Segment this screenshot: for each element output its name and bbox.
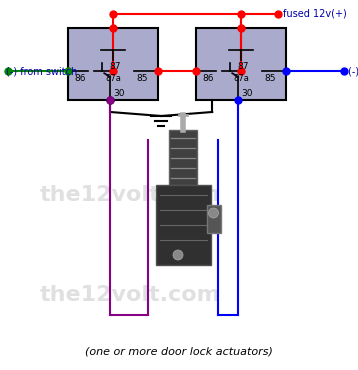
- Circle shape: [208, 208, 218, 218]
- Text: 87: 87: [109, 61, 121, 71]
- Bar: [196, 28, 286, 100]
- Text: 86: 86: [203, 74, 214, 83]
- Text: the12volt.com: the12volt.com: [40, 185, 221, 205]
- Text: the12volt.com: the12volt.com: [40, 285, 221, 305]
- Bar: [207, 205, 221, 233]
- Text: (-) from switch: (-) from switch: [348, 66, 358, 76]
- Bar: [169, 130, 197, 185]
- Text: 87: 87: [237, 61, 249, 71]
- Text: 85: 85: [136, 74, 148, 83]
- Text: 30: 30: [241, 89, 253, 98]
- Text: (-) from switch: (-) from switch: [6, 66, 77, 76]
- Circle shape: [173, 250, 183, 260]
- Text: (one or more door lock actuators): (one or more door lock actuators): [85, 346, 273, 356]
- Text: 85: 85: [265, 74, 276, 83]
- Text: 30: 30: [113, 89, 125, 98]
- Text: fused 12v(+): fused 12v(+): [283, 9, 347, 19]
- Bar: [68, 28, 158, 100]
- Text: 87a: 87a: [233, 74, 249, 83]
- Text: 86: 86: [74, 74, 86, 83]
- Bar: [155, 185, 211, 265]
- Text: 87a: 87a: [105, 74, 121, 83]
